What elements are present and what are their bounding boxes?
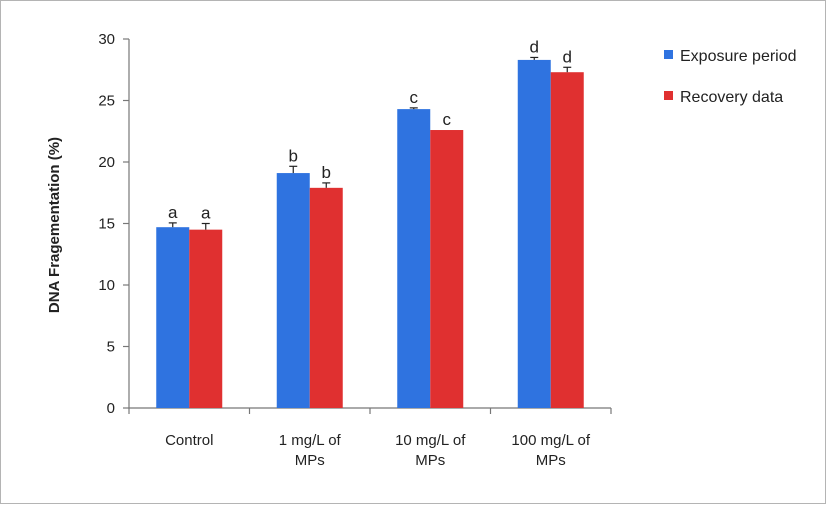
significance-label: c <box>443 110 452 129</box>
significance-label: c <box>410 88 419 107</box>
significance-label: a <box>168 203 178 222</box>
labels: Control a a 1 mg/L of MPs b b 10 mg/L of MPs c c 10… <box>165 37 591 469</box>
significance-label: b <box>289 146 298 165</box>
y-tick-label: 5 <box>107 339 115 356</box>
legend: Exposure period Recovery data <box>664 48 797 106</box>
x-tick-label: 100 mg/L of <box>511 432 590 449</box>
x-tick-label: Control <box>165 432 213 449</box>
significance-label: d <box>563 47 572 66</box>
y-tick-label: 30 <box>98 31 115 48</box>
bar <box>276 173 310 408</box>
significance-label: d <box>530 37 539 56</box>
y-axis-title: DNA Fragementation (%) <box>46 137 63 313</box>
y-tick-label: 15 <box>98 216 115 233</box>
legend-entry: Recovery data <box>680 89 783 106</box>
legend-entry: Exposure period <box>680 48 797 65</box>
x-tick-label: MPs <box>295 452 325 469</box>
bar <box>397 109 431 409</box>
legend-swatch <box>664 91 673 100</box>
bar <box>309 187 343 408</box>
bar <box>517 59 551 408</box>
bars <box>156 56 584 409</box>
y-tick-label: 20 <box>98 154 115 171</box>
y-tick-label: 10 <box>98 277 115 294</box>
y-tick-label: 0 <box>107 400 115 417</box>
bar <box>430 130 464 408</box>
x-tick-label: 1 mg/L of <box>279 432 342 449</box>
x-tick-label: MPs <box>536 452 566 469</box>
significance-label: a <box>201 204 211 223</box>
bar <box>550 72 584 409</box>
y-tick-label: 25 <box>98 93 115 110</box>
legend-swatch <box>664 50 673 59</box>
significance-label: b <box>322 163 331 182</box>
x-tick-label: MPs <box>415 452 445 469</box>
bar <box>156 227 190 408</box>
bar <box>189 229 223 408</box>
x-tick-label: 10 mg/L of <box>395 432 466 449</box>
